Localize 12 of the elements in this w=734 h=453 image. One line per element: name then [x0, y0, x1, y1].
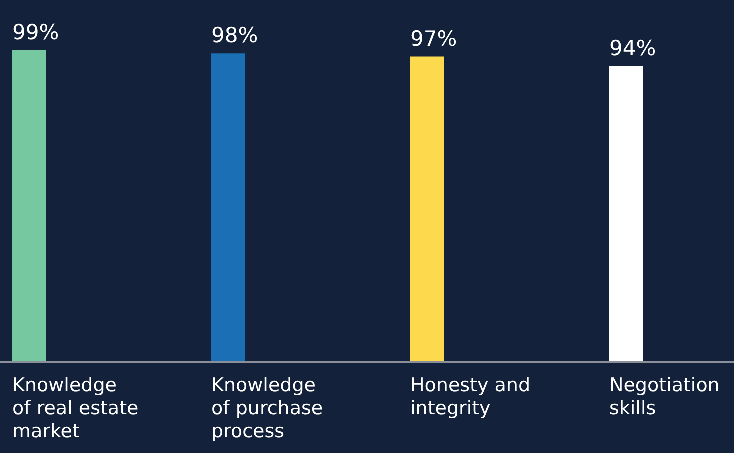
data-label: 94% — [610, 36, 656, 60]
bar — [12, 50, 46, 362]
x-tick-label: Negotiation skills — [610, 374, 720, 420]
bar — [212, 54, 246, 362]
x-tick-label: Honesty and integrity — [410, 374, 531, 420]
x-tick-label: Knowledge of real estate market — [12, 374, 139, 443]
bar — [610, 66, 644, 362]
data-label: 99% — [12, 20, 60, 44]
x-tick-label: Knowledge of purchase process — [212, 374, 324, 443]
data-label: 98% — [212, 24, 258, 48]
bar — [410, 56, 444, 362]
data-label: 97% — [410, 26, 458, 51]
